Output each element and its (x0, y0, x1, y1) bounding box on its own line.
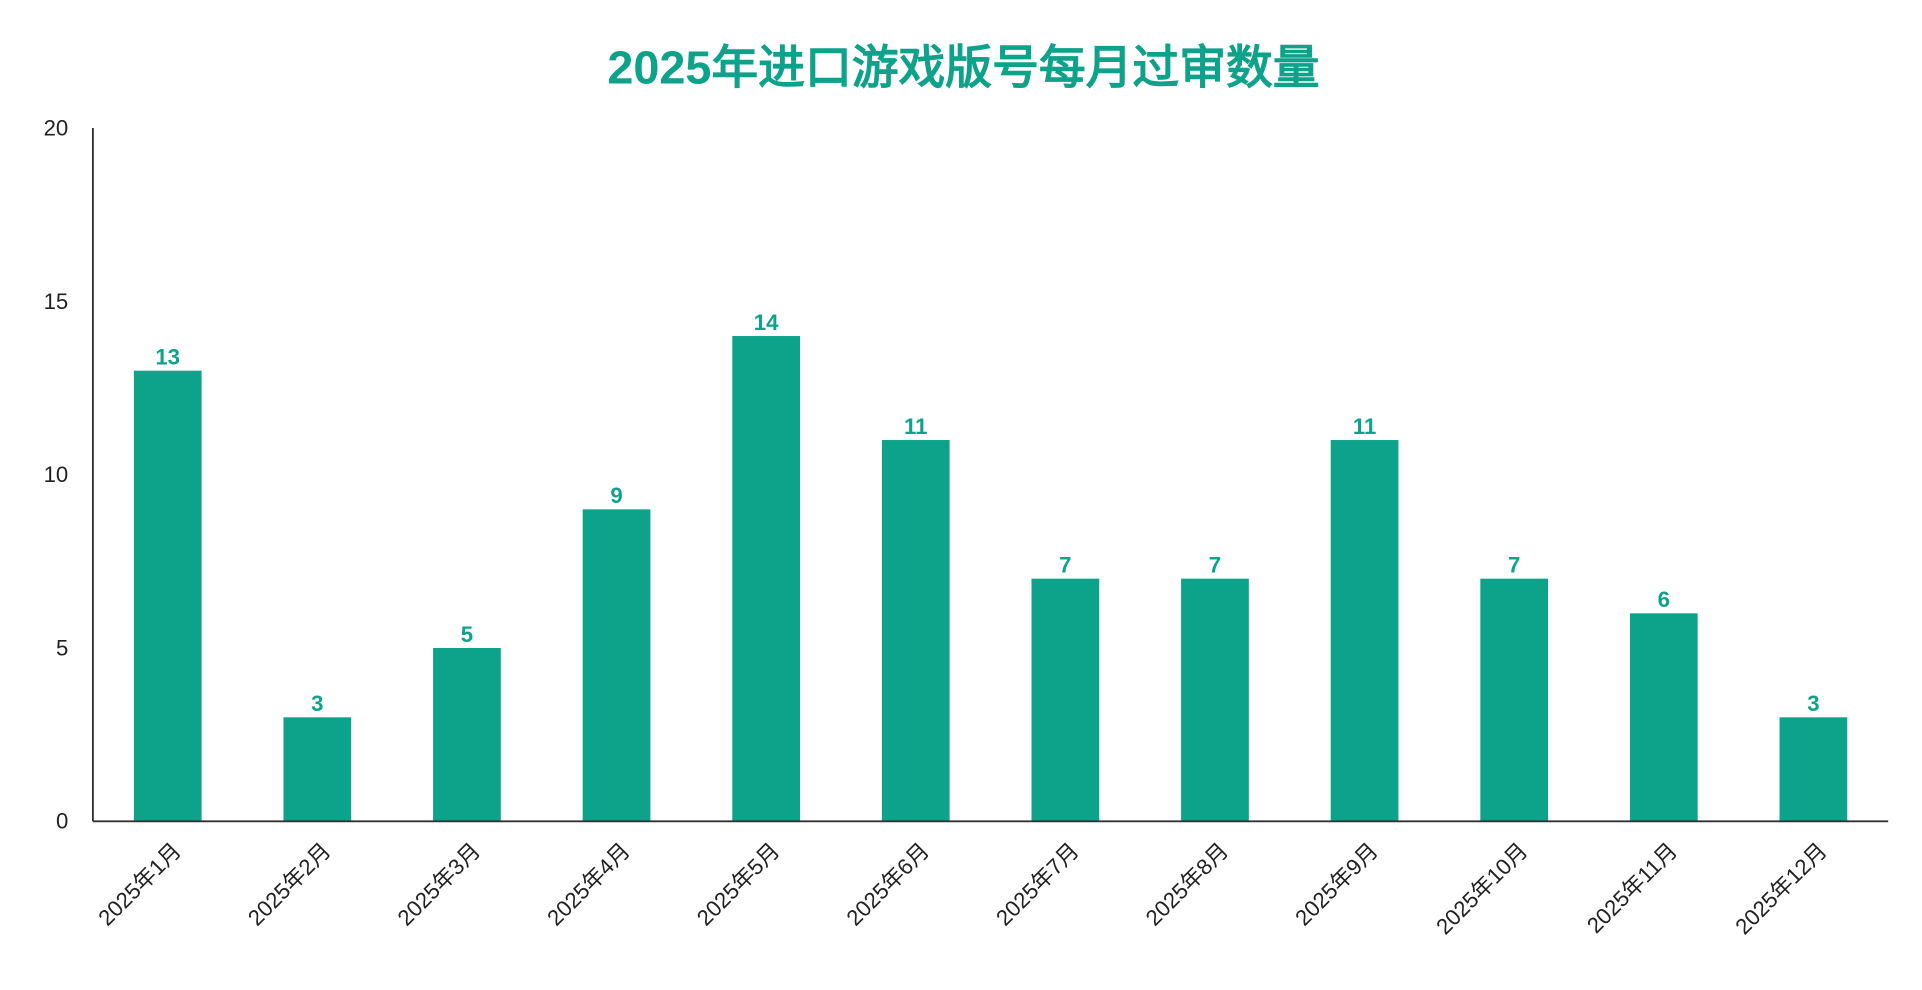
x-tick-label: 2025年2月 (243, 838, 336, 931)
x-tick-label: 2025年10月 (1431, 838, 1532, 939)
y-tick-label: 0 (56, 809, 68, 834)
x-tick-label: 2025年4月 (542, 838, 635, 931)
y-tick-label: 20 (44, 115, 69, 140)
data-label: 11 (1353, 414, 1376, 439)
x-tick-label: 2025年9月 (1290, 838, 1383, 931)
data-label: 7 (1059, 553, 1071, 578)
x-tick-label: 2025年11月 (1582, 838, 1682, 938)
y-tick-label: 10 (44, 462, 69, 487)
data-label: 3 (311, 691, 323, 716)
bar (1629, 613, 1698, 822)
data-label: 11 (904, 414, 927, 439)
bar (283, 717, 352, 822)
x-tick-label: 2025年7月 (991, 838, 1084, 931)
data-label: 7 (1508, 553, 1520, 578)
data-label: 3 (1807, 691, 1819, 716)
y-tick-label: 15 (44, 289, 69, 314)
x-tick-label: 2025年1月 (93, 838, 186, 931)
data-label: 13 (155, 345, 180, 370)
bar (1031, 578, 1100, 822)
bar (1779, 717, 1848, 822)
chart-title: 2025年进口游戏版号每月过审数量 (607, 42, 1319, 94)
bar (1330, 440, 1399, 822)
bar (433, 647, 501, 822)
x-tick-label: 2025年8月 (1141, 838, 1234, 931)
x-tick-label: 2025年3月 (393, 838, 486, 931)
data-label: 6 (1658, 587, 1670, 612)
bar (732, 336, 801, 822)
data-label: 9 (610, 483, 622, 508)
x-tick-label: 2025年12月 (1730, 838, 1831, 939)
x-tick-label: 2025年6月 (841, 838, 934, 931)
bar (1181, 578, 1249, 822)
data-label: 14 (754, 310, 779, 335)
y-tick-label: 5 (56, 635, 68, 660)
data-label: 5 (461, 622, 473, 647)
bar (1480, 578, 1549, 822)
bar (881, 440, 950, 822)
bar (133, 370, 202, 822)
data-label: 7 (1209, 553, 1221, 578)
x-tick-label: 2025年5月 (692, 838, 785, 931)
bar (582, 509, 651, 822)
